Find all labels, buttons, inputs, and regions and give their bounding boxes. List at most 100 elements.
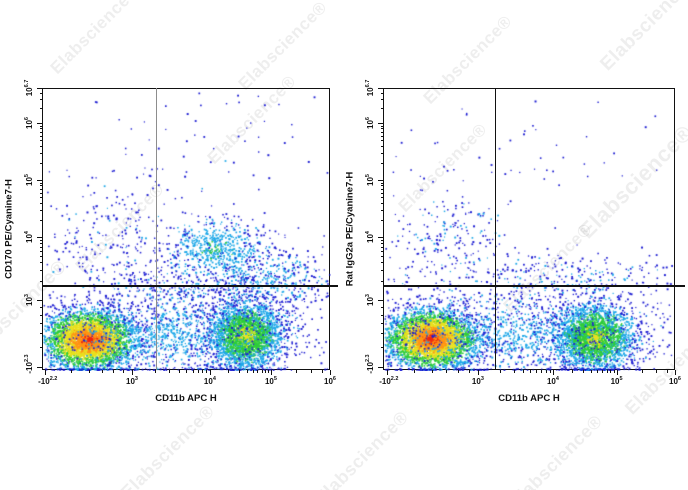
x-axis-minor-tick [252, 370, 254, 373]
y-axis-tick-label: 103 [365, 294, 375, 307]
y-axis-minor-tick [380, 323, 383, 325]
y-axis-minor-tick [39, 262, 42, 264]
x-axis-minor-tick [549, 370, 551, 373]
x-axis-minor-tick [101, 370, 103, 373]
y-axis-minor-tick [380, 192, 383, 194]
y-axis-minor-tick [380, 99, 383, 101]
y-axis-major-tick [37, 179, 42, 181]
watermark-text: Elabscience® [46, 0, 143, 78]
x-axis-tick-label: 103 [126, 376, 138, 386]
x-axis-minor-tick [541, 370, 543, 373]
y-axis-minor-tick [39, 202, 42, 204]
y-axis-minor-tick [380, 314, 383, 316]
x-axis-minor-tick [178, 370, 180, 373]
y-axis-minor-tick [380, 346, 383, 348]
y-axis-minor-tick [380, 209, 383, 211]
y-axis-minor-tick [380, 128, 383, 130]
x-axis-tick-label: 104 [546, 376, 559, 386]
x-axis-minor-tick [536, 370, 538, 373]
y-axis-minor-tick [39, 185, 42, 187]
x-axis-minor-tick [296, 370, 298, 373]
x-axis-minor-tick [597, 370, 599, 373]
x-axis-tick-label: 103 [471, 376, 484, 386]
x-axis-minor-tick [246, 370, 248, 373]
y-axis-minor-tick [380, 145, 383, 147]
x-axis-major-tick [386, 370, 388, 375]
y-axis-minor-tick [380, 262, 383, 264]
y-axis-minor-tick [39, 323, 42, 325]
y-axis-tick-label: -102.3 [24, 354, 34, 374]
y-axis-minor-tick [39, 162, 42, 164]
left-plot-x-axis-title: CD11b APC H [155, 393, 217, 404]
y-axis-minor-tick [39, 250, 42, 252]
y-axis-minor-tick [39, 239, 42, 241]
y-axis-minor-tick [39, 145, 42, 147]
x-axis-minor-tick [610, 370, 612, 373]
y-axis-minor-tick [39, 246, 42, 248]
quadrant-vertical-line [494, 88, 497, 370]
x-axis-minor-tick [606, 370, 608, 373]
x-axis-minor-tick [123, 370, 125, 373]
y-axis-minor-tick [380, 185, 383, 187]
x-axis-minor-tick [572, 370, 574, 373]
x-axis-minor-tick [268, 370, 270, 373]
x-axis-minor-tick [432, 370, 434, 373]
right-plot-canvas [384, 89, 676, 371]
x-axis-minor-tick [112, 370, 114, 373]
quadrant-horizontal-line [42, 285, 338, 288]
x-axis-minor-tick [513, 370, 515, 373]
x-axis-minor-tick [468, 370, 470, 373]
y-axis-minor-tick [380, 125, 383, 127]
y-axis-major-tick [378, 179, 383, 181]
y-axis-minor-tick [380, 333, 383, 335]
y-axis-minor-tick [39, 333, 42, 335]
x-axis-minor-tick [602, 370, 604, 373]
y-axis-major-tick [378, 122, 383, 124]
y-axis-minor-tick [380, 239, 383, 241]
x-axis-major-tick [675, 370, 676, 375]
y-axis-minor-tick [39, 269, 42, 271]
x-axis-minor-tick [197, 370, 199, 373]
x-axis-minor-tick [186, 370, 188, 373]
y-axis-major-tick [378, 236, 383, 238]
y-axis-minor-tick [39, 197, 42, 199]
y-axis-major-tick [378, 300, 383, 302]
x-axis-minor-tick [88, 370, 90, 373]
x-axis-minor-tick [545, 370, 547, 373]
y-axis-minor-tick [380, 140, 383, 142]
y-axis-minor-tick [380, 152, 383, 154]
y-axis-tick-label: 105 [24, 173, 34, 186]
x-axis-minor-tick [530, 370, 532, 373]
x-axis-minor-tick [155, 370, 157, 373]
x-axis-minor-tick [641, 370, 643, 373]
x-axis-minor-tick [239, 370, 241, 373]
x-axis-major-tick [45, 370, 47, 375]
y-axis-minor-tick [380, 135, 383, 137]
watermark-text: Elabscience® [116, 400, 219, 490]
left-plot-frame [42, 88, 331, 371]
y-axis-major-tick [37, 236, 42, 238]
x-axis-minor-tick [202, 370, 204, 373]
y-axis-tick-label: -102.3 [365, 354, 375, 374]
y-axis-minor-tick [39, 182, 42, 184]
right-plot-y-axis-title: Rat IgG2a PE/Cyanine7-H [344, 171, 356, 287]
y-axis-minor-tick [39, 243, 42, 245]
right-plot-x-axis-title: CD11b APC H [498, 393, 560, 404]
x-axis-major-tick [616, 370, 618, 375]
y-axis-minor-tick [380, 269, 383, 271]
y-axis-minor-tick [380, 92, 383, 94]
x-axis-major-tick [477, 370, 479, 375]
y-axis-minor-tick [380, 202, 383, 204]
y-axis-major-tick [378, 366, 383, 368]
x-axis-minor-tick [71, 370, 73, 373]
y-axis-minor-tick [380, 219, 383, 221]
left-plot-canvas [43, 89, 331, 371]
x-axis-tick-label: -102.2 [38, 376, 58, 386]
y-axis-minor-tick [380, 162, 383, 164]
x-axis-minor-tick [591, 370, 593, 373]
y-axis-tick-label: 106 [365, 116, 375, 129]
x-axis-minor-tick [261, 370, 263, 373]
y-axis-minor-tick [39, 281, 42, 283]
y-axis-minor-tick [380, 281, 383, 283]
y-axis-minor-tick [39, 346, 42, 348]
